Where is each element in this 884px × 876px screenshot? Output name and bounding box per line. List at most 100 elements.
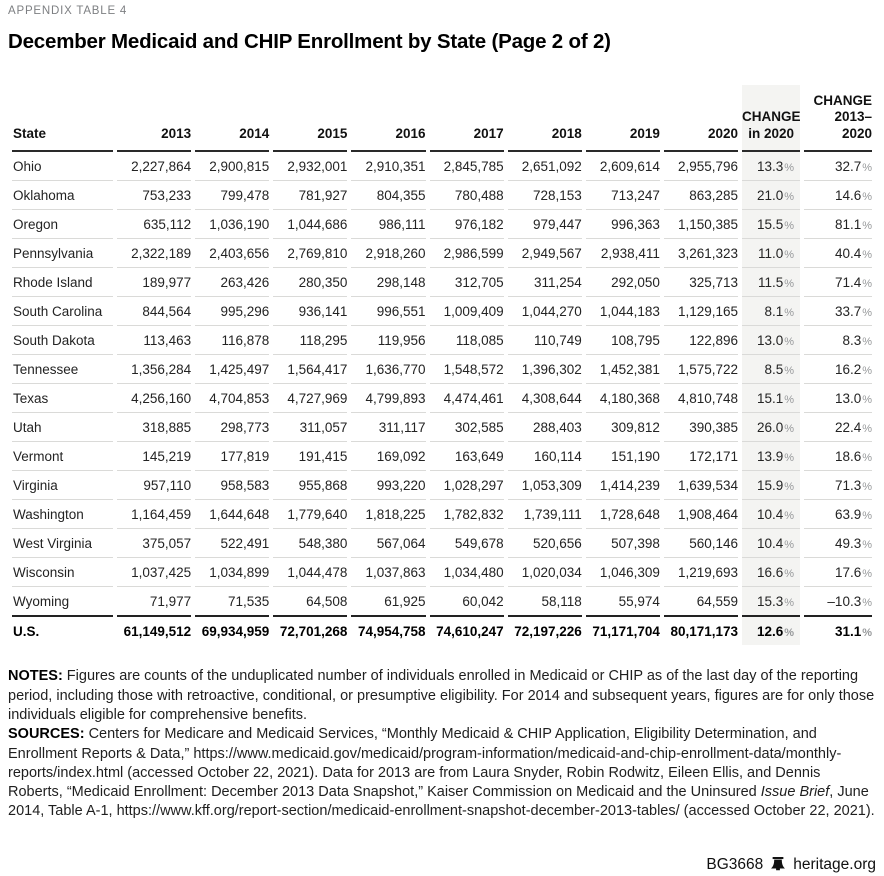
column-header-change-2013-2020: CHANGE 2013– 2020	[804, 85, 872, 153]
enrollment-value-cell: 958,583	[195, 471, 270, 501]
enrollment-value-cell: 191,415	[273, 442, 348, 472]
column-header-change-in-2020: CHANGE in 2020	[742, 85, 801, 153]
enrollment-value-cell: 302,585	[429, 413, 504, 443]
enrollment-value-cell: 311,117	[351, 413, 426, 443]
column-header-2019: 2019	[585, 85, 660, 153]
enrollment-value-cell: 1,414,239	[585, 471, 660, 501]
column-header-2014: 2014	[195, 85, 270, 153]
change-in-2020-cell: 15.1%	[742, 384, 801, 414]
enrollment-value-cell: 1,452,381	[585, 355, 660, 385]
enrollment-value-cell: 375,057	[117, 529, 192, 559]
enrollment-value-cell: 263,426	[195, 268, 270, 298]
enrollment-value-cell: 979,447	[507, 210, 582, 240]
state-name-cell: Oklahoma	[12, 181, 114, 211]
change-in-2020-cell: 10.4%	[742, 529, 801, 559]
enrollment-value-cell: 64,508	[273, 587, 348, 618]
percent-sign: %	[862, 394, 872, 407]
enrollment-value-cell: 957,110	[117, 471, 192, 501]
change-in-2020-cell: 15.9%	[742, 471, 801, 501]
percent-sign: %	[862, 568, 872, 581]
change-in-2020-cell: 10.4%	[742, 500, 801, 530]
enrollment-value-cell: 1,020,034	[507, 558, 582, 588]
enrollment-value-cell: 2,918,260	[351, 239, 426, 269]
percent-sign: %	[784, 220, 795, 233]
state-name-cell: Virginia	[12, 471, 114, 501]
state-name-cell: Wisconsin	[12, 558, 114, 588]
publisher-site: heritage.org	[793, 855, 876, 873]
enrollment-value-cell: 567,064	[351, 529, 426, 559]
notes-paragraph: NOTES: Figures are counts of the undupli…	[8, 667, 876, 725]
percent-sign: %	[862, 336, 872, 349]
enrollment-value-cell: 2,900,815	[195, 152, 270, 182]
enrollment-value-cell: 522,491	[195, 529, 270, 559]
percent-sign: %	[784, 423, 795, 436]
enrollment-value-cell: 996,551	[351, 297, 426, 327]
enrollment-value-cell: 160,114	[507, 442, 582, 472]
enrollment-value-cell: 781,927	[273, 181, 348, 211]
enrollment-value-cell: 145,219	[117, 442, 192, 472]
enrollment-value-cell: 292,050	[585, 268, 660, 298]
enrollment-value-cell: 804,355	[351, 181, 426, 211]
state-row: Pennsylvania 2,322,189 2,403,656 2,769,810 2…	[12, 239, 872, 269]
change-2013-2020-cell: 8.3%	[804, 326, 872, 356]
sources-text-2: , June 2014, Table A-1, https://www.kff.…	[8, 784, 875, 820]
percent-sign: %	[784, 191, 795, 204]
enrollment-value-cell: 1,036,190	[195, 210, 270, 240]
enrollment-value-cell: 520,656	[507, 529, 582, 559]
enrollment-value-cell: 2,403,656	[195, 239, 270, 269]
column-header-2013: 2013	[117, 85, 192, 153]
percent-sign: %	[784, 394, 795, 407]
percent-sign: %	[784, 481, 795, 494]
change-2013-2020-cell: 16.2%	[804, 355, 872, 385]
change-in-2020-cell: 15.5%	[742, 210, 801, 240]
state-name-cell: West Virginia	[12, 529, 114, 559]
table-eyebrow: APPENDIX TABLE 4	[8, 5, 128, 17]
state-row: Tennessee 1,356,284 1,425,497 1,564,417 1,63…	[12, 355, 872, 385]
sources-text-1: Centers for Medicare and Medicaid Servic…	[8, 726, 842, 801]
change-in-2020-cell: 12.6%	[742, 617, 801, 646]
enrollment-value-cell: 309,812	[585, 413, 660, 443]
enrollment-value-cell: 74,954,758	[357, 624, 426, 640]
change-in-2020-cell: 13.9%	[742, 442, 801, 472]
state-row: Wisconsin 1,037,425 1,034,899 1,044,478 1,03…	[12, 558, 872, 588]
percent-sign: %	[862, 249, 872, 262]
percent-sign: %	[784, 336, 795, 349]
percent-sign: %	[862, 162, 872, 175]
enrollment-value-cell: 1,356,284	[117, 355, 192, 385]
enrollment-value-cell: 390,385	[663, 413, 739, 443]
state-row: Wyoming 71,977 71,535 64,508 61,925 60,042 58,…	[12, 587, 872, 618]
page-footer: BG3668 heritage.org	[8, 856, 876, 874]
enrollment-value-cell: 118,295	[273, 326, 348, 356]
enrollment-value-cell: 863,285	[663, 181, 739, 211]
page-title: December Medicaid and CHIP Enrollment by…	[8, 30, 611, 53]
enrollment-value-cell: 1,728,648	[585, 500, 660, 530]
change-in-2020-cell: 13.3%	[742, 152, 801, 182]
change-2013-2020-cell: 14.6%	[804, 181, 872, 211]
change-2013-2020-cell: 31.1%	[834, 624, 872, 640]
enrollment-value-cell: 2,227,864	[117, 152, 192, 182]
state-name-cell: Utah	[12, 413, 114, 443]
enrollment-value-cell: 4,704,853	[195, 384, 270, 414]
sources-label: SOURCES:	[8, 726, 85, 743]
enrollment-value-cell: 4,474,461	[429, 384, 504, 414]
state-row: Vermont 145,219 177,819 191,415 169,092 163,6…	[12, 442, 872, 472]
sources-italic-title: Issue Brief	[760, 784, 830, 801]
state-name-cell: South Carolina	[12, 297, 114, 327]
enrollment-value-cell: 1,639,534	[663, 471, 739, 501]
enrollment-value-cell: 71,171,704	[592, 624, 660, 640]
state-row: Texas 4,256,160 4,704,853 4,727,969 4,799,89…	[12, 384, 872, 414]
enrollment-value-cell: 1,034,480	[429, 558, 504, 588]
enrollment-value-cell: 71,977	[117, 587, 192, 618]
percent-sign: %	[784, 162, 795, 175]
percent-sign: %	[862, 307, 872, 320]
percent-sign: %	[784, 568, 795, 581]
enrollment-value-cell: 110,749	[507, 326, 582, 356]
enrollment-value-cell: 69,934,959	[201, 624, 270, 640]
enrollment-value-cell: 2,938,411	[585, 239, 660, 269]
percent-sign: %	[862, 627, 872, 640]
enrollment-value-cell: 799,478	[195, 181, 270, 211]
enrollment-value-cell: 549,678	[429, 529, 504, 559]
enrollment-value-cell: 113,463	[117, 326, 192, 356]
enrollment-value-cell: 986,111	[351, 210, 426, 240]
